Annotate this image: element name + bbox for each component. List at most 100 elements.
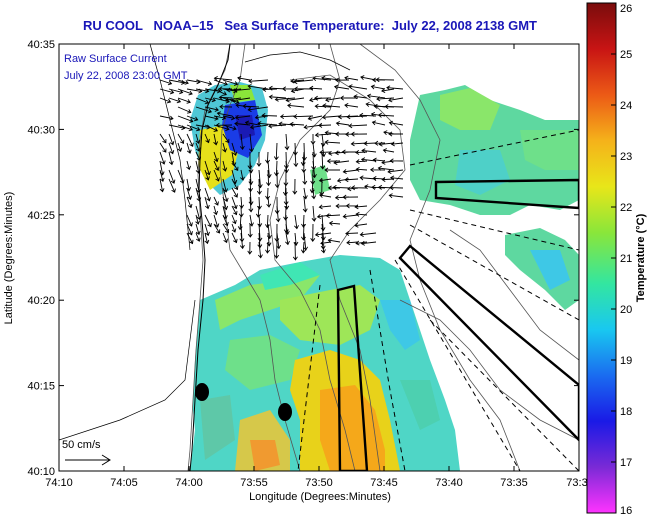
current-vector (234, 114, 251, 120)
current-vector (247, 151, 253, 170)
current-vector (218, 95, 233, 100)
current-vector (282, 86, 296, 92)
current-vector (289, 121, 305, 127)
current-vector (273, 142, 279, 161)
current-vector (318, 204, 332, 210)
current-vector (265, 151, 271, 164)
station-marker (195, 383, 209, 401)
current-vector (159, 169, 165, 183)
channel-outlines (336, 178, 579, 471)
current-vector (328, 220, 341, 226)
current-vector (222, 178, 228, 193)
current-vector (345, 230, 359, 236)
current-vector (333, 160, 350, 165)
current-vector (159, 79, 173, 86)
current-vector (326, 158, 341, 164)
current-vector (302, 196, 308, 213)
current-vector (219, 104, 233, 110)
x-tick-label: 73:50 (305, 477, 333, 489)
current-vector (222, 133, 230, 144)
current-vector (222, 196, 229, 211)
current-vector (249, 133, 254, 153)
current-vector (247, 106, 269, 112)
current-vector (222, 79, 239, 86)
current-vector (302, 187, 308, 200)
current-vector (257, 121, 278, 127)
colorbar-ticks: 26 25 24 23 22 21 20 19 18 17 16 (611, 2, 632, 517)
colorbar-tick-label: 17 (620, 457, 632, 469)
current-vector (159, 88, 175, 95)
current-vector (233, 87, 251, 93)
current-vector (159, 151, 166, 165)
current-vector (354, 204, 368, 210)
current-vector (346, 114, 368, 120)
x-tick-label: 73:3 (566, 477, 587, 489)
current-vector (168, 142, 175, 155)
current-vector (321, 114, 341, 120)
current-vector (292, 241, 298, 261)
current-vector (247, 223, 253, 238)
current-vector (388, 97, 404, 103)
current-vector (204, 106, 219, 112)
current-vector (195, 223, 201, 236)
current-vector (390, 141, 404, 147)
current-vector (386, 85, 404, 91)
current-vector (215, 122, 233, 128)
current-vector (239, 232, 245, 250)
current-vector (355, 149, 368, 155)
current-vector (195, 214, 201, 225)
current-vector (159, 97, 172, 104)
current-vector (222, 160, 228, 172)
current-vector (327, 238, 341, 243)
current-vector (257, 223, 263, 242)
current-vector (314, 132, 332, 138)
current-vector (177, 169, 185, 184)
current-vector (239, 196, 245, 209)
current-vector (274, 169, 280, 189)
current-vector (303, 232, 309, 251)
current-vector (284, 160, 289, 174)
current-vector (204, 223, 210, 237)
current-vector (195, 187, 202, 202)
current-vector (159, 142, 167, 153)
current-vector (360, 157, 377, 163)
current-vector (320, 214, 326, 232)
current-vector (222, 223, 230, 234)
current-vector (256, 178, 262, 195)
current-vector (371, 120, 386, 126)
x-tick-label: 74:10 (45, 477, 73, 489)
current-vector (249, 124, 269, 130)
current-vector (300, 151, 306, 167)
x-axis-ticks: 74:10 74:05 74:00 73:55 73:50 73:45 73:40 73:35… (45, 44, 588, 489)
current-vector (388, 193, 404, 199)
current-vector (204, 187, 211, 202)
current-vector (307, 115, 323, 121)
current-vector (274, 96, 296, 102)
current-vector (168, 169, 176, 184)
current-vector (322, 103, 341, 109)
current-vector (342, 194, 359, 200)
current-vector (389, 158, 404, 164)
current-vector (369, 167, 386, 173)
current-vectors (159, 75, 404, 261)
current-vector (195, 205, 202, 221)
channel-lines (297, 129, 579, 471)
current-vector (344, 75, 359, 81)
current-vector (186, 187, 193, 200)
y-axis-label: Latitude (Degrees:Minutes) (3, 192, 15, 325)
current-vector (256, 196, 262, 210)
current-vector (261, 113, 278, 118)
y-tick-label: 40:25 (27, 210, 55, 222)
current-vector (311, 205, 317, 222)
current-vector (195, 79, 213, 86)
current-vector (342, 213, 359, 219)
sst-field (190, 82, 579, 471)
current-vector (265, 187, 271, 200)
current-vector (159, 115, 174, 121)
current-vector (222, 124, 237, 131)
current-vector (375, 77, 395, 83)
current-vector (231, 205, 238, 216)
legend-line-2: July 22, 2008 23:00 GMT (64, 70, 188, 82)
current-vector (287, 103, 305, 109)
